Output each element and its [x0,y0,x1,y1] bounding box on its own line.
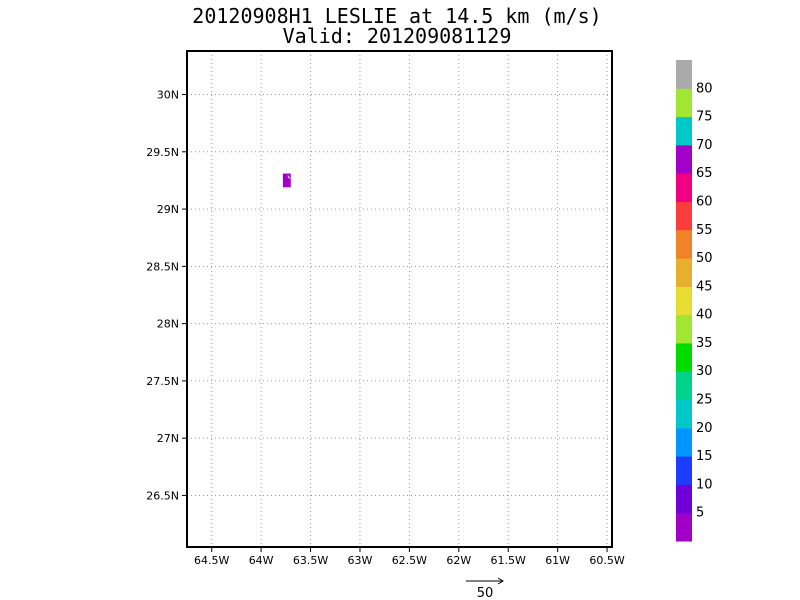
lon-tick-label: 63.5W [293,554,328,567]
colorbar-swatch [676,456,692,485]
colorbar-swatch [676,88,692,118]
colorbar-swatch [676,512,692,542]
colorbar-label: 60 [696,194,713,209]
colorbar-label: 30 [696,364,713,379]
colorbar-swatch [676,60,692,89]
map-frame [186,50,613,548]
colorbar-label: 15 [696,449,713,464]
lon-tick-label: 62.5W [392,554,427,567]
colorbar-swatch [676,314,692,344]
lat-tick-label: 30N [157,89,179,102]
vector-key: 50 [466,577,504,600]
colorbar-swatch [676,258,692,287]
lat-tick-label: 29.5N [146,146,179,159]
wind-data-patch [282,173,291,188]
colorbar-swatch [676,144,692,174]
colorbar-label: 25 [696,393,713,408]
valid-time: Valid: 201209081129 [282,24,512,48]
colorbar-label: 20 [696,421,713,436]
colorbar-label: 70 [696,138,713,153]
colorbar-swatch [676,116,692,146]
lon-tick-label: 62W [446,554,471,567]
lat-tick-label: 28.5N [146,260,179,273]
colorbar-label: 50 [696,251,713,266]
colorbar-label: 75 [696,110,713,125]
colorbar-swatch [676,371,692,401]
colorbar-swatch [676,286,692,316]
colorbar-label: 65 [696,166,713,181]
colorbar-swatch [676,399,692,429]
colorbar-swatch [676,201,692,231]
lat-tick-label: 28N [157,318,179,331]
colorbar-label: 10 [696,477,713,492]
lon-tick-label: 64.5W [194,554,229,567]
latitude-axis: 30N 29.5N 29N 28.5N 28N 27.5N 27N 26.5N [146,89,187,502]
map-title: 20120908H1 LESLIE at 14.5 km (m/s) [192,4,602,28]
colorbar-label: 5 [696,506,704,521]
lon-tick-label: 61.5W [491,554,526,567]
wind-speed-cell [282,173,291,188]
lat-tick-label: 27N [157,432,179,445]
colorbar: 5 10 15 20 25 30 35 40 45 50 55 60 65 70 75 80 [676,60,713,542]
longitude-axis: 64.5W 64W 63.5W 63W 62.5W 62W 61.5W 61W 60.5W [194,547,625,567]
colorbar-swatch [676,427,692,457]
colorbar-label: 35 [696,336,713,351]
wind-vector [287,175,291,179]
lon-tick-label: 63W [348,554,373,567]
vector-key-arrowhead [497,577,504,585]
grid-lines [187,51,612,547]
colorbar-label: 55 [696,223,713,238]
lat-tick-label: 27.5N [146,375,179,388]
colorbar-swatch [676,484,692,514]
lon-tick-label: 64W [249,554,274,567]
colorbar-label: 40 [696,308,713,323]
vector-key-label: 50 [477,586,494,600]
lat-tick-label: 29N [157,203,179,216]
colorbar-label: 45 [696,279,713,294]
lat-tick-label: 26.5N [146,489,179,502]
colorbar-label: 80 [696,81,713,96]
colorbar-swatch [676,342,692,372]
colorbar-swatch [676,173,692,202]
lon-tick-label: 61W [545,554,570,567]
colorbar-swatch [676,229,692,259]
lon-tick-label: 60.5W [589,554,624,567]
